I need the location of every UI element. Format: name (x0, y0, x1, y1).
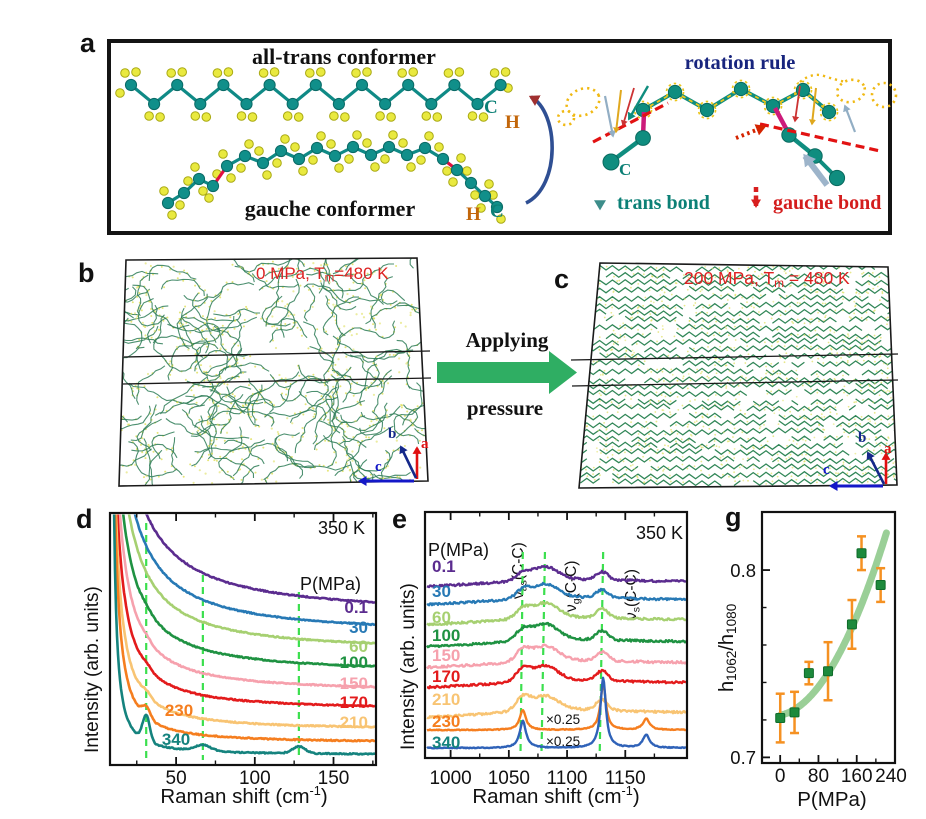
pressure-label: 0.1 (432, 557, 456, 576)
panel-e-xtick: 1050 (487, 768, 530, 789)
panel-a-letter: a (80, 28, 96, 58)
scale-note-340: ×0.25 (546, 734, 581, 749)
legend-trans-bond: trans bond (617, 192, 710, 214)
axis-a-label: a (884, 441, 892, 457)
rotation-rule-art (556, 73, 898, 211)
panel-c-box-texture (579, 263, 897, 488)
axis-b-label: b (858, 430, 867, 446)
panel-b-box (118, 257, 432, 487)
panel-e-peak-labels: νas(C-C) νg(C-C) νs(C-C) (510, 542, 643, 620)
pressure-label: 340 (161, 730, 191, 749)
panel-g-ytick-bottom: 0.7 (730, 747, 756, 768)
hydrogen-label-bottom: H (466, 204, 481, 225)
pressure-text: pressure (466, 396, 544, 420)
panel-e-letter: e (392, 504, 408, 534)
panel-g-ytick-top: 0.8 (730, 560, 756, 581)
scale-note-230: ×0.25 (546, 712, 581, 727)
panel-g-ylabel: h1062/h1080 (716, 603, 739, 692)
panel-g-xlabel: P(MPa) (797, 788, 867, 811)
panel-e-curves (426, 564, 686, 750)
panel-d-xtick: 150 (317, 768, 350, 789)
panel-g-xtick: 0 (774, 766, 786, 787)
gauche-title: gauche conformer (244, 196, 416, 221)
panel-d-plot (108, 511, 378, 767)
pressure-label: 230 (432, 712, 461, 731)
panel-e-xtick: 1150 (604, 768, 646, 789)
panel-g-xtick: 80 (807, 766, 830, 787)
hydrogen-label-top: H (505, 112, 520, 133)
data-point (846, 619, 857, 630)
pressure-label: 210 (339, 713, 368, 732)
axis-c-label: c (375, 459, 382, 475)
panel-g-xtick: 160 (840, 766, 873, 787)
panel-d-xtick: 50 (165, 768, 187, 789)
applying-pressure-arrow (437, 351, 577, 394)
panel-e-xlabel: Raman shift (cm-1) (472, 783, 640, 808)
pressure-label: 210 (432, 690, 461, 709)
pressure-label: 0.1 (344, 598, 368, 617)
panel-d-series-title: P(MPa) (300, 574, 362, 594)
pressure-label: 170 (339, 693, 368, 712)
pressure-label: 150 (339, 674, 368, 693)
pressure-label: 150 (432, 646, 461, 665)
panel-g-plot (760, 510, 897, 765)
pressure-label: 230 (164, 701, 194, 720)
panel-c-annotation: 200 MPa, Tm = 480 K (684, 268, 850, 290)
pressure-label: 100 (432, 626, 461, 645)
rotation-rule-title: rotation rule (684, 52, 796, 74)
panel-a-art (107, 39, 892, 235)
data-point (823, 666, 834, 677)
axis-a-label: a (421, 436, 429, 452)
pressure-label: 30 (432, 582, 451, 601)
panel-c-box (570, 262, 899, 491)
panel-e-ylabel: Intensity (arb. units) (398, 583, 419, 750)
data-point (789, 707, 800, 718)
panel-e-temperature: 350 K (636, 523, 684, 543)
panel-e-series-title: P(MPa) (428, 540, 490, 560)
panel-g-letter: g (725, 502, 742, 532)
panel-e-xtick: 1000 (429, 768, 472, 789)
panel-b-annotation: 0 MPa, Tm=480 K (256, 264, 389, 285)
all-trans-title: all-trans conformer (252, 44, 436, 69)
axis-c-label: c (823, 462, 830, 478)
peak-label-nu-g: νg(C-C) (563, 561, 583, 612)
panel-g-xtick: 240 (875, 766, 907, 787)
carbon-label-top: C (484, 97, 498, 118)
data-point (856, 548, 867, 559)
panel-d-ylabel: Intensity (arb. units) (82, 586, 103, 753)
panel-d-xlabel: Raman shift (cm-1) (160, 783, 328, 808)
pressure-label: 60 (349, 637, 368, 656)
panel-e-plot (423, 510, 689, 760)
pressure-label: 30 (349, 618, 368, 637)
applying-text: Applying (465, 328, 549, 352)
data-point (803, 668, 814, 679)
data-point (775, 713, 786, 724)
pressure-label: 60 (432, 608, 451, 627)
rotation-carbon-label: C (619, 160, 632, 179)
carbon-label-bottom: C (490, 201, 504, 222)
panel-d-letter: d (76, 504, 93, 534)
pressure-label: 170 (432, 667, 461, 686)
peak-label-nu-s: νs(C-C) (623, 569, 643, 620)
panel-c-letter: c (554, 264, 570, 294)
pressure-label: 340 (432, 733, 461, 752)
axis-b-label: b (388, 426, 397, 442)
panel-d-xtick: 100 (238, 768, 271, 789)
panel-e-xtick: 1100 (546, 768, 588, 789)
panel-d-curves (112, 514, 375, 756)
panel-b-letter: b (78, 258, 95, 288)
pressure-label: 100 (339, 653, 368, 672)
panel-b-box-texture (119, 258, 428, 486)
data-point (875, 580, 886, 591)
panel-d-temperature: 350 K (318, 518, 366, 538)
legend-gauche-bond: gauche bond (773, 192, 882, 214)
